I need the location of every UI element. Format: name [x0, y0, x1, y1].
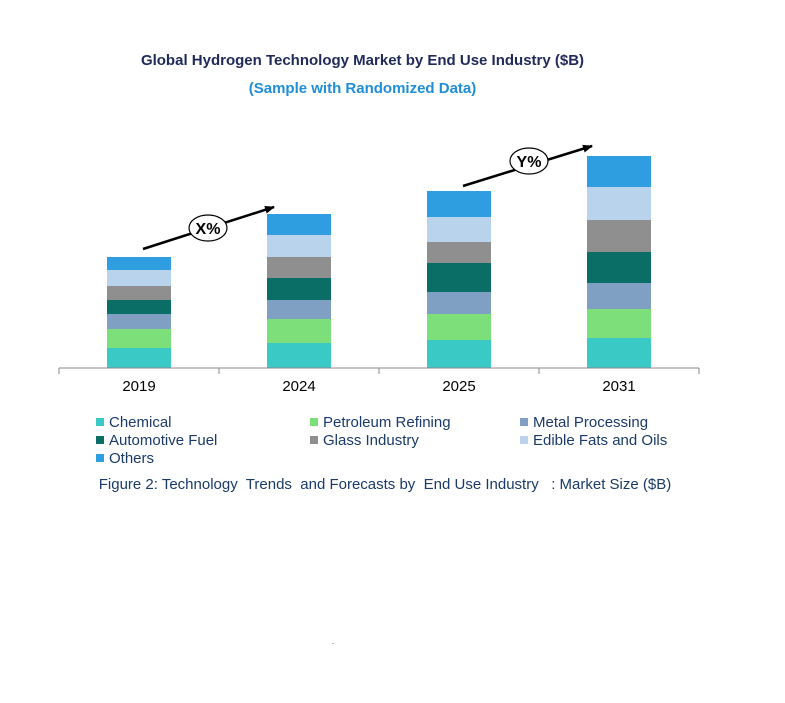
bar-segment: [107, 314, 171, 329]
legend-swatch: [310, 418, 318, 426]
legend-item: Edible Fats and Oils: [520, 432, 667, 449]
bar-segment: [267, 343, 331, 368]
legend-swatch: [96, 436, 104, 444]
growth-arrow-x: X%: [142, 205, 275, 251]
legend-item: Glass Industry: [310, 432, 419, 449]
legend-label: Petroleum Refining: [323, 414, 451, 431]
legend-swatch: [520, 418, 528, 426]
chart-subtitle: (Sample with Randomized Data): [248, 80, 477, 97]
x-tick-label: 2024: [282, 378, 315, 395]
annotation-label: Y%: [517, 154, 542, 171]
bar-segment: [427, 263, 491, 292]
legend-item: Automotive Fuel: [96, 432, 217, 449]
stray-dot: [332, 643, 334, 644]
legend-label: Edible Fats and Oils: [533, 432, 668, 449]
legend-swatch: [96, 454, 104, 462]
bar-segment: [587, 283, 651, 309]
x-tick-labels: 2019 2024 2025 2031: [122, 378, 635, 395]
x-tick-label: 2025: [442, 378, 475, 395]
annotation-bubble: [509, 147, 549, 175]
legend-label: Metal Processing: [533, 414, 649, 431]
bar-segment: [427, 340, 491, 368]
bar-segment: [107, 300, 171, 314]
growth-arrow-y: Y%: [462, 144, 593, 188]
x-tick-label: 2019: [122, 378, 155, 395]
bar-segment: [587, 220, 651, 252]
bar-segment: [107, 286, 171, 300]
legend-item: Metal Processing: [520, 414, 648, 431]
legend-swatch: [310, 436, 318, 444]
legend-item: Chemical: [96, 414, 172, 431]
legend-label: Others: [109, 450, 155, 467]
bar-segment: [587, 309, 651, 338]
bar-segment: [267, 319, 331, 343]
bar-segment: [587, 156, 651, 187]
bars-group: [107, 156, 651, 368]
figure-caption: Figure 2: Technology Trends and Forecast…: [98, 476, 672, 493]
legend-item: Others: [96, 450, 154, 467]
bar-segment: [427, 242, 491, 263]
legend-swatch: [96, 418, 104, 426]
legend-swatch: [520, 436, 528, 444]
bar-segment: [587, 338, 651, 368]
bar-segment: [427, 191, 491, 217]
x-axis: [58, 367, 700, 374]
bar-segment: [107, 270, 171, 286]
bar-segment: [427, 217, 491, 242]
bar-segment: [107, 329, 171, 348]
legend-item: Petroleum Refining: [310, 414, 451, 431]
legend-label: Chemical: [109, 414, 172, 431]
bar-segment: [107, 257, 171, 270]
legend-label: Automotive Fuel: [109, 432, 218, 449]
chart-title: Global Hydrogen Technology Market by End…: [140, 52, 585, 69]
x-tick-label: 2031: [602, 378, 635, 395]
bar-segment: [267, 235, 331, 257]
bar-segment: [267, 214, 331, 235]
bar-segment: [267, 278, 331, 300]
bar-segment: [587, 252, 651, 283]
bar-segment: [427, 314, 491, 340]
bar-segment: [267, 257, 331, 278]
bar-segment: [427, 292, 491, 314]
legend-label: Glass Industry: [323, 432, 419, 449]
annotation-label: X%: [196, 221, 221, 238]
bar-segment: [107, 348, 171, 368]
annotation-bubble: [188, 214, 228, 242]
bar-segment: [267, 300, 331, 319]
bar-segment: [587, 187, 651, 220]
